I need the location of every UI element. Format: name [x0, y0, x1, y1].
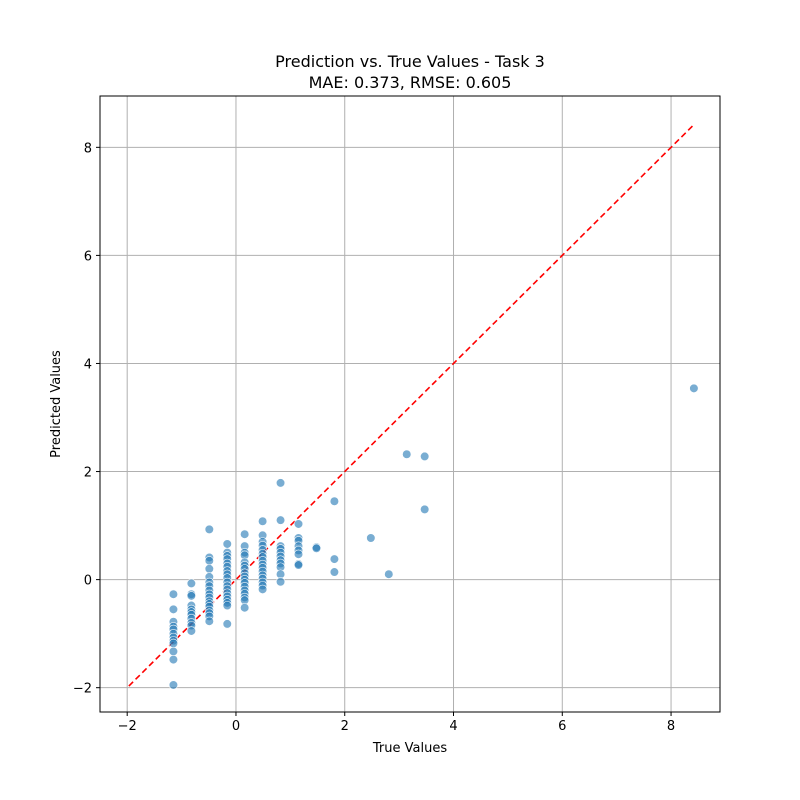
scatter-point — [366, 533, 376, 543]
scatter-point — [168, 589, 179, 599]
y-tick-label: 2 — [84, 466, 92, 481]
scatter-points — [168, 383, 699, 690]
scatter-point — [329, 567, 340, 577]
scatter-point — [186, 578, 196, 588]
scatter-point — [275, 478, 286, 488]
scatter-point — [329, 496, 340, 506]
scatter-point — [689, 383, 699, 393]
scatter-point — [420, 451, 430, 462]
x-tick-label: 6 — [558, 719, 566, 734]
x-tick-label: 8 — [667, 719, 675, 734]
y-axis-ticks: −2 0 2 4 6 8 — [73, 141, 100, 697]
scatter-point — [240, 603, 250, 613]
scatter-point — [186, 591, 196, 601]
chart-subtitle: MAE: 0.373, RMSE: 0.605 — [309, 73, 512, 92]
scatter-point — [275, 515, 286, 525]
scatter-point — [204, 564, 214, 574]
scatter-point — [222, 539, 232, 549]
x-tick-label: 0 — [232, 719, 240, 734]
x-tick-label: 2 — [341, 719, 349, 734]
scatter-point — [258, 584, 268, 594]
scatter-point — [168, 646, 179, 657]
x-axis-label: True Values — [372, 741, 447, 756]
scatter-point — [222, 619, 232, 629]
scatter-point — [168, 604, 179, 614]
scatter-point — [222, 600, 232, 611]
x-tick-label: −2 — [118, 719, 137, 734]
scatter-point — [402, 449, 412, 459]
scatter-point — [240, 529, 250, 539]
scatter-point — [258, 516, 268, 526]
y-tick-label: 0 — [84, 574, 92, 589]
y-tick-label: −2 — [73, 682, 92, 697]
scatter-point — [293, 549, 304, 559]
y-tick-label: 4 — [84, 357, 92, 372]
scatter-point — [168, 638, 179, 648]
scatter-point — [311, 543, 322, 553]
scatter-point — [293, 560, 304, 570]
chart-title: Prediction vs. True Values - Task 3 — [275, 52, 545, 71]
scatter-point — [204, 556, 214, 566]
scatter-point — [168, 680, 179, 690]
scatter-point — [329, 554, 340, 564]
scatter-point — [275, 577, 286, 587]
scatter-point — [420, 504, 430, 514]
x-tick-label: 4 — [449, 719, 457, 734]
grid-lines — [100, 96, 720, 712]
scatter-point — [186, 626, 196, 636]
y-tick-label: 8 — [84, 141, 92, 156]
x-axis-ticks: −2 0 2 4 6 8 — [118, 712, 675, 734]
scatter-point — [168, 654, 179, 665]
scatter-point — [293, 519, 304, 529]
y-axis-label: Predicted Values — [49, 350, 64, 458]
scatter-point — [384, 569, 394, 579]
scatter-point — [204, 524, 214, 534]
plot-frame — [99, 95, 721, 713]
y-tick-label: 6 — [84, 249, 92, 264]
scatter-point — [204, 616, 214, 626]
